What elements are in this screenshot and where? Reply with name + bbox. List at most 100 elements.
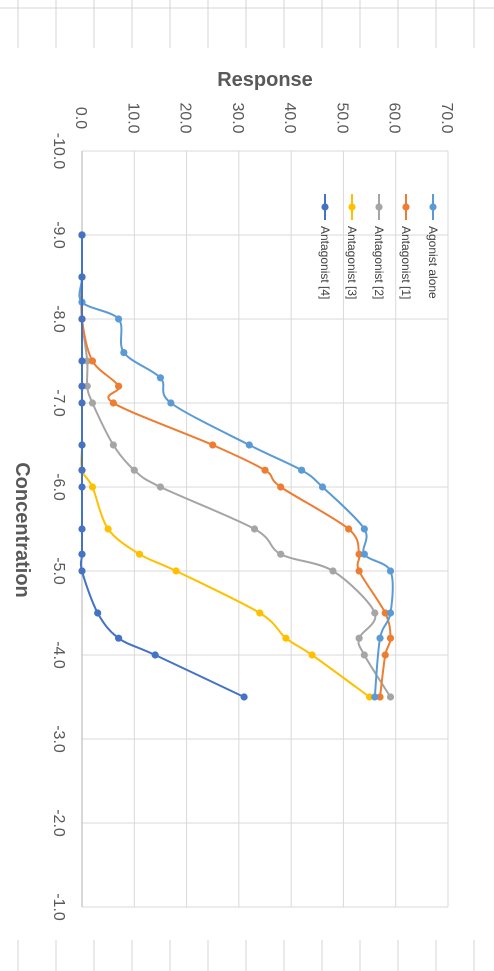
data-point	[381, 651, 389, 659]
data-point	[282, 634, 290, 642]
chart-area	[0, 48, 494, 940]
legend-swatch-marker	[348, 203, 356, 211]
data-point	[386, 693, 395, 701]
x-tick-label: -3.0	[50, 725, 67, 753]
legend-label: Antagonist [2]	[372, 226, 386, 299]
series-antagonist-2	[78, 231, 395, 701]
data-point	[298, 466, 306, 474]
series-line	[80, 235, 392, 698]
legend-swatch-marker	[402, 203, 410, 211]
x-tick-labels: -10.0 -9.0 -8.0 -7.0 -6.0 -5.0 -4.0 -3.0 -2.0 -1.…	[50, 133, 67, 921]
legend-swatch-marker	[429, 203, 437, 211]
data-point	[78, 315, 86, 323]
data-point	[277, 550, 285, 558]
data-point	[115, 634, 123, 642]
x-axis-title: Concentration	[11, 462, 33, 598]
data-point	[371, 609, 379, 617]
data-point	[245, 441, 253, 449]
legend-item: Antagonist [1]	[399, 194, 413, 299]
data-point	[240, 693, 248, 701]
legend-item: Antagonist [4]	[318, 194, 332, 299]
x-tick-label: -9.0	[50, 221, 67, 249]
x-tick-label: -8.0	[50, 305, 67, 333]
legend-label: Antagonist [3]	[345, 226, 359, 299]
x-tick-label: -6.0	[50, 473, 67, 501]
data-point	[345, 525, 353, 533]
data-point	[365, 693, 374, 701]
legend-item: Antagonist [2]	[372, 194, 386, 299]
data-point	[156, 374, 165, 382]
series-antagonist-4	[78, 231, 248, 701]
data-point	[78, 231, 86, 239]
y-tick-label: 60.0	[386, 102, 403, 133]
legend-item: Agonist alone	[426, 194, 440, 299]
data-point	[78, 466, 86, 474]
data-point	[386, 634, 395, 642]
data-point	[376, 693, 384, 701]
data-point	[318, 483, 327, 491]
legend-label: Antagonist [4]	[318, 226, 332, 299]
data-point	[355, 634, 363, 642]
data-point	[371, 693, 379, 701]
data-point	[94, 609, 102, 617]
data-point	[386, 609, 395, 617]
data-point	[88, 399, 97, 407]
series-line	[79, 235, 245, 698]
data-point	[78, 567, 86, 575]
legend-label: Antagonist [1]	[399, 226, 413, 299]
x-tick-label: -2.0	[50, 809, 67, 837]
data-point	[104, 525, 112, 533]
y-tick-label: 20.0	[177, 102, 194, 133]
data-point	[360, 651, 368, 659]
data-point	[83, 382, 91, 390]
y-axis-title: Response	[217, 69, 313, 91]
legend: Agonist alone Antagonist [1] Antagonist [2…	[318, 194, 440, 299]
series-line	[80, 235, 392, 698]
data-point	[308, 651, 316, 659]
data-point	[115, 315, 123, 323]
data-point	[130, 466, 138, 474]
data-point	[120, 349, 128, 357]
data-point	[386, 567, 395, 575]
legend-swatch-marker	[375, 203, 383, 211]
data-point	[156, 483, 165, 491]
data-point	[167, 399, 175, 407]
series-layer	[78, 231, 395, 701]
x-tick-label: -7.0	[50, 389, 67, 417]
data-point	[78, 550, 86, 558]
x-tick-label: -1.0	[50, 893, 67, 921]
data-point	[376, 634, 384, 642]
data-point	[381, 609, 389, 617]
data-point	[209, 441, 217, 449]
legend-item: Antagonist [3]	[345, 194, 359, 299]
data-point	[78, 399, 86, 407]
y-tick-label: 10.0	[124, 102, 141, 133]
legend-label: Agonist alone	[426, 226, 440, 299]
data-point	[78, 357, 86, 365]
legend-swatch-marker	[321, 203, 329, 211]
y-tick-label: 40.0	[281, 102, 298, 133]
x-tick-label: -4.0	[50, 641, 67, 669]
data-point	[88, 357, 97, 365]
data-point	[151, 651, 159, 659]
data-point	[261, 466, 269, 474]
x-tick-label: -10.0	[50, 133, 67, 170]
data-point	[78, 483, 86, 491]
data-point	[360, 550, 368, 558]
data-point	[256, 609, 264, 617]
data-point	[78, 273, 86, 281]
data-point	[115, 382, 123, 390]
y-tick-label: 70.0	[438, 102, 455, 133]
data-point	[109, 441, 117, 449]
data-point	[355, 550, 363, 558]
data-point	[88, 483, 97, 491]
y-tick-label: 30.0	[229, 102, 246, 133]
data-point	[78, 382, 86, 390]
data-point	[109, 399, 117, 407]
data-point	[329, 567, 337, 575]
y-tick-label: 50.0	[333, 102, 350, 133]
data-point	[135, 550, 144, 558]
data-point	[83, 357, 91, 365]
series-line	[78, 235, 394, 698]
y-tick-label: 0.0	[72, 107, 89, 129]
